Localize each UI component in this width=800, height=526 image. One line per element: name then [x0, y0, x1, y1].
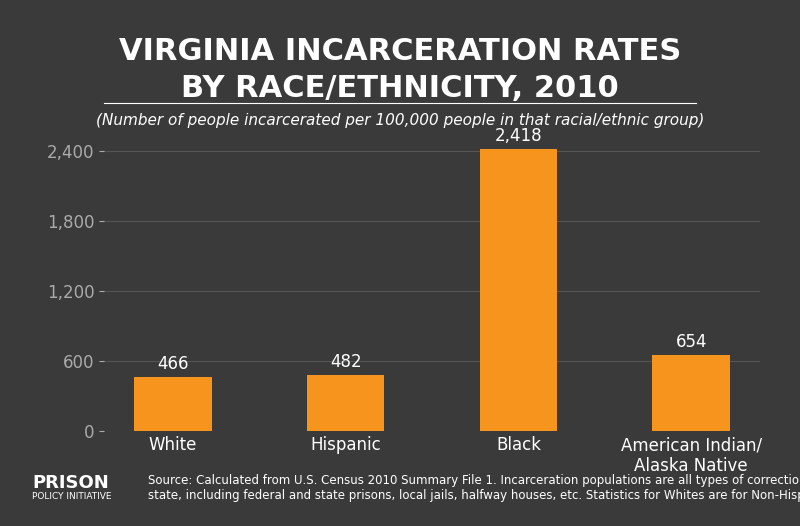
Bar: [306, 375, 385, 431]
Text: 2,418: 2,418: [494, 127, 542, 145]
Text: 482: 482: [330, 353, 362, 371]
Text: BY RACE/ETHNICITY, 2010: BY RACE/ETHNICITY, 2010: [181, 74, 619, 103]
Text: POLICY INITIATIVE: POLICY INITIATIVE: [32, 492, 111, 501]
Text: VIRGINIA INCARCERATION RATES: VIRGINIA INCARCERATION RATES: [119, 37, 681, 66]
Text: (Number of people incarcerated per 100,000 people in that racial/ethnic group): (Number of people incarcerated per 100,0…: [96, 113, 704, 128]
Text: PRISON: PRISON: [32, 474, 109, 492]
Text: 466: 466: [157, 356, 189, 373]
Text: 654: 654: [675, 333, 707, 351]
Bar: [134, 377, 212, 431]
Bar: [652, 355, 730, 431]
Bar: [479, 149, 558, 431]
Text: Source: Calculated from U.S. Census 2010 Summary File 1. Incarceration populatio: Source: Calculated from U.S. Census 2010…: [148, 474, 800, 502]
